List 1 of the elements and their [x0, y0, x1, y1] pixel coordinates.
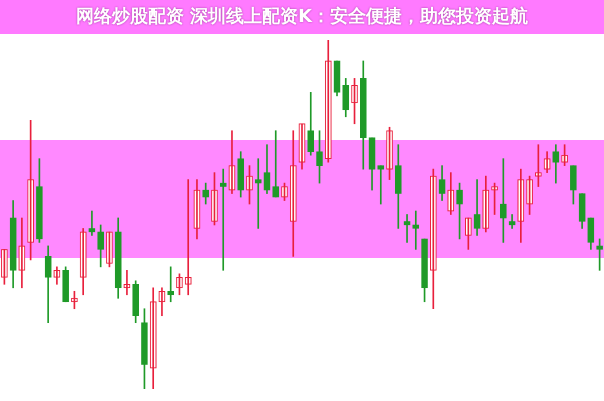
chart-title: 网络炒股配资 深圳线上配资K：安全便捷，助您投资起航	[0, 0, 604, 34]
